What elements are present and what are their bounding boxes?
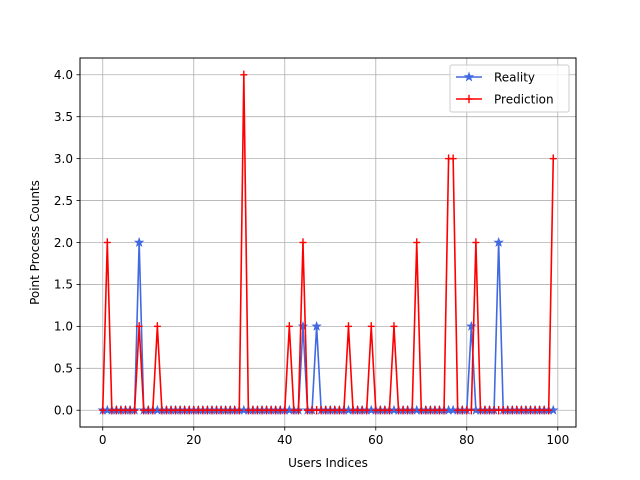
data-point bbox=[472, 238, 480, 247]
data-point bbox=[235, 406, 243, 415]
data-point bbox=[413, 238, 421, 247]
legend: Reality Prediction bbox=[449, 64, 570, 113]
y-tick-label: 1.0 bbox=[54, 320, 73, 334]
y-tick-label: 3.5 bbox=[54, 110, 73, 124]
legend-item-reality: Reality bbox=[456, 70, 535, 84]
data-point bbox=[103, 238, 111, 247]
data-point bbox=[133, 237, 145, 247]
data-point bbox=[548, 404, 559, 415]
y-tick-label: 0.5 bbox=[54, 362, 73, 376]
series-prediction bbox=[99, 70, 557, 415]
data-point bbox=[297, 320, 309, 331]
data-point bbox=[363, 406, 371, 415]
x-tick-label: 40 bbox=[277, 433, 292, 447]
legend-label: Reality bbox=[494, 70, 535, 84]
y-tick-label: 3.0 bbox=[54, 152, 73, 166]
data-point bbox=[449, 154, 457, 163]
data-point bbox=[466, 320, 477, 331]
data-point bbox=[340, 406, 348, 415]
x-tick-label: 60 bbox=[368, 433, 383, 447]
data-point bbox=[135, 322, 143, 331]
data-point bbox=[385, 406, 393, 415]
legend-label: Prediction bbox=[494, 92, 554, 106]
data-point bbox=[153, 322, 161, 331]
x-tick-label: 100 bbox=[546, 433, 569, 447]
y-tick-label: 4.0 bbox=[54, 68, 73, 82]
x-tick-label: 80 bbox=[459, 433, 474, 447]
x-tick-label: 20 bbox=[186, 433, 201, 447]
data-point bbox=[281, 406, 289, 415]
data-point bbox=[240, 70, 248, 79]
data-point bbox=[367, 322, 375, 331]
legend-item-prediction: Prediction bbox=[456, 92, 554, 106]
y-tick-label: 1.5 bbox=[54, 278, 73, 292]
y-axis-label: Point Process Counts bbox=[28, 180, 42, 305]
data-point bbox=[294, 406, 302, 415]
axis-ticks: 0 20 40 60 80 100 0.0 0.5 1.0 1.5 2.0 2.5 3.0 3.5 4.0 bbox=[54, 68, 569, 447]
x-axis-label: Users Indices bbox=[288, 456, 368, 470]
data-point bbox=[390, 322, 398, 331]
data-point bbox=[311, 320, 322, 331]
plot-series bbox=[97, 70, 559, 415]
data-point bbox=[131, 406, 139, 415]
grid bbox=[80, 58, 576, 427]
data-point bbox=[299, 238, 307, 247]
data-point bbox=[440, 406, 448, 415]
x-tick-label: 0 bbox=[99, 433, 107, 447]
data-point bbox=[545, 406, 553, 415]
y-tick-label: 2.5 bbox=[54, 194, 73, 208]
y-tick-label: 0.0 bbox=[54, 404, 73, 418]
data-point bbox=[408, 406, 416, 415]
legend-marker bbox=[465, 94, 473, 104]
data-point bbox=[149, 406, 157, 415]
data-point bbox=[549, 154, 557, 163]
data-point bbox=[99, 406, 107, 415]
data-point bbox=[493, 237, 504, 247]
data-point bbox=[467, 406, 475, 415]
legend-marker bbox=[463, 71, 475, 82]
data-point bbox=[285, 322, 293, 331]
data-point bbox=[344, 322, 352, 331]
y-tick-label: 2.0 bbox=[54, 236, 73, 250]
series-reality bbox=[97, 237, 559, 415]
